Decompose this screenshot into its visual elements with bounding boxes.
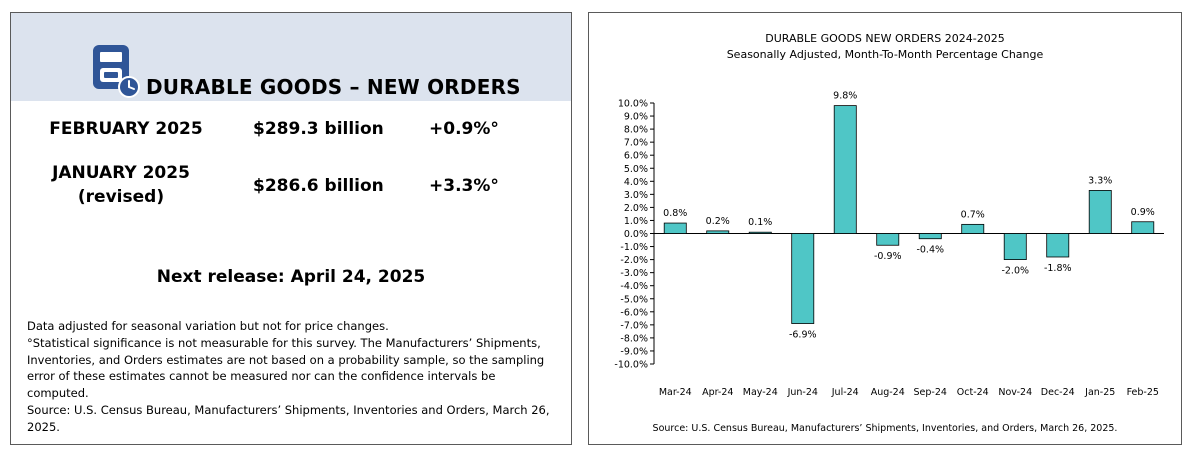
next-release: Next release: April 24, 2025 — [156, 267, 426, 287]
bar — [876, 233, 900, 246]
bar — [1088, 190, 1112, 234]
y-tick-label: -10.0% — [614, 360, 648, 371]
x-tick-label: May-24 — [743, 387, 778, 398]
bar — [918, 233, 942, 240]
data-label: 0.9% — [1131, 207, 1155, 218]
y-tick-label: 4.0% — [624, 177, 648, 188]
data-label: 0.1% — [748, 217, 772, 228]
period-label-current: FEBRUARY 2025 — [49, 119, 203, 139]
bar — [1003, 233, 1027, 261]
y-tick-label: -6.0% — [620, 307, 648, 318]
y-tick-label: 5.0% — [624, 164, 648, 175]
data-label: -6.9% — [789, 330, 817, 341]
x-tick-label: Jan-25 — [1084, 387, 1115, 398]
y-tick-label: 8.0% — [624, 125, 648, 136]
axis-group: -10.0% -9.0% -8.0% -7.0% -6.0% -5.0% -4.0% -3.0… — [614, 99, 1164, 398]
bar — [748, 231, 772, 234]
period-label-previous-note: (revised) — [77, 187, 165, 207]
y-tick-label: 7.0% — [624, 138, 648, 149]
data-label: -0.9% — [874, 251, 902, 262]
y-tick-label: 10.0% — [618, 99, 648, 110]
data-label: 0.8% — [663, 208, 687, 219]
x-tick-label: Mar-24 — [659, 387, 692, 398]
change-previous: +3.3%° — [429, 176, 499, 196]
y-tick-label: 0.0% — [624, 229, 648, 240]
value-previous: $286.6 billion — [253, 176, 384, 196]
period-label-previous-month: JANUARY 2025 — [52, 163, 190, 183]
y-tick-label: 3.0% — [624, 190, 648, 201]
x-tick-label: Dec-24 — [1041, 387, 1075, 398]
footnotes: Data adjusted for seasonal variation but… — [27, 318, 557, 436]
data-label: 0.2% — [706, 216, 730, 227]
data-label: -0.4% — [916, 245, 944, 256]
footnote-source: Source: U.S. Census Bureau, Manufacturer… — [27, 402, 550, 434]
chart-source: Source: U.S. Census Bureau, Manufacturer… — [653, 423, 1118, 434]
y-tick-label: -1.0% — [620, 242, 648, 253]
x-tick-label: Aug-24 — [871, 387, 905, 398]
change-current: +0.9%° — [429, 119, 499, 139]
period-label-previous: JANUARY 2025 (revised) — [36, 161, 206, 209]
y-tick-label: -7.0% — [620, 320, 648, 331]
bar — [706, 230, 730, 234]
chart-subtitle: Seasonally Adjusted, Month-To-Month Perc… — [727, 48, 1044, 61]
x-tick-label: Apr-24 — [702, 387, 733, 398]
bar — [791, 233, 815, 324]
footnote-significance: °Statistical significance is not measura… — [27, 335, 545, 401]
chart-panel: DURABLE GOODS NEW ORDERS 2024-2025 Seaso… — [588, 12, 1182, 445]
bar — [833, 105, 857, 234]
y-tick-label: -5.0% — [620, 294, 648, 305]
page-title: DURABLE GOODS – NEW ORDERS — [146, 75, 521, 99]
data-label: -2.0% — [1001, 266, 1029, 277]
y-tick-label: -2.0% — [620, 255, 648, 266]
bar — [663, 222, 687, 234]
x-tick-label: Feb-25 — [1127, 387, 1159, 398]
chart-title: DURABLE GOODS NEW ORDERS 2024-2025 — [765, 32, 1005, 45]
bars-group — [663, 105, 1155, 324]
y-tick-label: 1.0% — [624, 216, 648, 227]
data-label: 9.8% — [833, 91, 857, 102]
bar-chart: DURABLE GOODS NEW ORDERS 2024-2025 Seaso… — [614, 32, 1164, 434]
bar — [1131, 221, 1155, 234]
footnote-seasonal: Data adjusted for seasonal variation but… — [27, 319, 389, 333]
x-tick-label: Jul-24 — [831, 387, 859, 398]
x-tick-label: Jun-24 — [787, 387, 818, 398]
data-label: 3.3% — [1088, 175, 1112, 186]
bar — [1046, 233, 1070, 258]
data-labels-group: 0.8% 0.2% 0.1% -6.9% 9.8% -0.9% -0.4% 0.7% -2.0%… — [663, 91, 1155, 341]
data-label: 0.7% — [961, 209, 985, 220]
bar — [961, 223, 985, 234]
document-clock-icon — [93, 45, 140, 98]
y-tick-label: -9.0% — [620, 346, 648, 357]
x-tick-label: Oct-24 — [957, 387, 989, 398]
y-tick-label: -4.0% — [620, 281, 648, 292]
y-tick-label: 2.0% — [624, 203, 648, 214]
y-tick-label: 6.0% — [624, 151, 648, 162]
data-label: -1.8% — [1044, 263, 1072, 274]
y-tick-label: -8.0% — [620, 333, 648, 344]
y-tick-label: -3.0% — [620, 268, 648, 279]
x-tick-label: Sep-24 — [914, 387, 947, 398]
x-tick-label: Nov-24 — [998, 387, 1032, 398]
value-current: $289.3 billion — [253, 119, 384, 139]
summary-panel: DURABLE GOODS – NEW ORDERS FEBRUARY 2025… — [10, 12, 572, 445]
y-tick-label: 9.0% — [624, 112, 648, 123]
